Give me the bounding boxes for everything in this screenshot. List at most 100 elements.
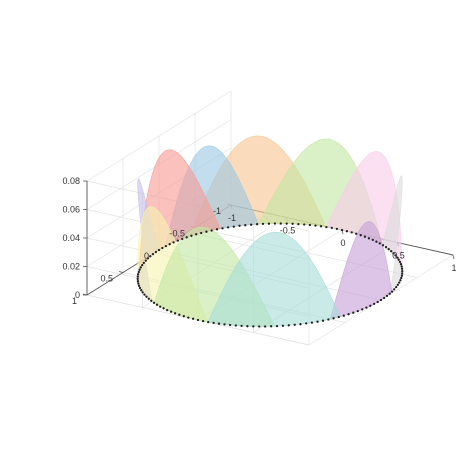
curve-point <box>151 252 155 256</box>
z-tick-label: 0.06 <box>62 205 80 215</box>
curve-point <box>400 274 404 277</box>
curve-point <box>244 224 247 227</box>
curve-point <box>390 290 394 293</box>
curve-point <box>342 314 345 317</box>
curve-point <box>287 324 290 327</box>
curve-point <box>269 325 273 328</box>
curve-point <box>138 268 141 271</box>
curve-point <box>144 259 147 262</box>
curve-point <box>352 311 355 314</box>
curve-point <box>141 291 144 294</box>
curve-point <box>169 310 173 313</box>
curve-point <box>221 227 224 230</box>
curve-point <box>228 323 232 327</box>
curve-point <box>159 305 162 308</box>
curve-point <box>392 252 395 255</box>
curve-point <box>337 315 340 319</box>
curve-point <box>143 293 146 296</box>
curve-point <box>396 283 399 287</box>
curve-point <box>190 234 193 237</box>
curve-point <box>375 240 378 243</box>
curve-point <box>398 260 402 264</box>
curve-point <box>210 229 213 232</box>
curve-point <box>258 325 261 328</box>
curve-point <box>136 280 140 283</box>
y-tick-label: 0.5 <box>100 274 113 284</box>
curve-point <box>137 284 141 287</box>
curve-point <box>178 313 181 316</box>
curve-point <box>173 312 177 315</box>
curve-point <box>161 246 164 250</box>
back-wall-gridline-z <box>86 90 232 182</box>
z-tick-label: 0 <box>75 290 80 300</box>
curve-point <box>303 223 306 226</box>
curve-point <box>359 234 362 237</box>
curve-point <box>330 226 333 230</box>
z-tick-label: 0.08 <box>62 176 80 186</box>
curve-point <box>155 303 159 306</box>
curve-point <box>355 232 358 235</box>
curve-point <box>152 301 156 304</box>
y-tick-label: 1 <box>72 296 77 306</box>
x-tick-label: -0.5 <box>280 226 296 236</box>
curve-point <box>223 323 226 326</box>
curve-point <box>350 231 353 234</box>
curve-point <box>382 296 386 300</box>
curve-point <box>267 222 271 225</box>
curve-point <box>371 238 374 242</box>
curve-point <box>388 292 391 295</box>
curve-point <box>273 222 277 225</box>
curve-point <box>372 302 376 306</box>
curve-point <box>316 320 319 323</box>
curve-point <box>319 225 323 228</box>
x-tick-label: 1 <box>451 263 456 273</box>
curve-point <box>340 228 344 232</box>
curve-point <box>356 309 359 313</box>
curve-point <box>240 324 243 328</box>
curve-point <box>185 236 188 239</box>
curve-point <box>400 265 403 268</box>
curve-point <box>398 281 401 284</box>
x-tick-label: -1 <box>228 213 236 223</box>
curve-point <box>139 266 142 269</box>
curve-point <box>168 243 171 246</box>
curve-point <box>293 323 296 326</box>
curve-point <box>205 230 208 233</box>
curve-point <box>187 316 190 319</box>
x-tick-mark <box>452 254 455 260</box>
curve-point <box>305 322 308 325</box>
curve-point <box>325 225 328 229</box>
curve-point <box>136 277 139 281</box>
curve-point <box>385 294 389 298</box>
curve-point <box>162 307 165 310</box>
curve-point <box>379 298 383 302</box>
curve-point <box>182 315 185 318</box>
curve-point <box>181 237 184 241</box>
circle-curve <box>136 222 404 328</box>
curve-point <box>136 273 140 276</box>
curve-point <box>285 222 288 225</box>
curve-point <box>137 270 140 274</box>
z-tick-label: 0.02 <box>62 262 80 272</box>
curve-point <box>141 263 144 267</box>
curve-point <box>196 318 200 322</box>
curve-point <box>157 248 161 252</box>
curve-point <box>347 313 350 316</box>
curve-point <box>335 227 339 231</box>
curve-point <box>138 286 142 290</box>
curve-point <box>367 237 371 240</box>
curve-point <box>369 304 372 307</box>
curve-point <box>397 258 400 261</box>
curve-point <box>145 295 148 298</box>
curve-point <box>384 246 388 249</box>
curve-point <box>255 223 259 226</box>
curve-point <box>195 233 198 236</box>
curve-point <box>390 250 393 253</box>
curve-point <box>147 297 150 300</box>
curve-point <box>176 239 179 242</box>
curve-point <box>140 289 143 292</box>
curve-point <box>207 320 210 324</box>
